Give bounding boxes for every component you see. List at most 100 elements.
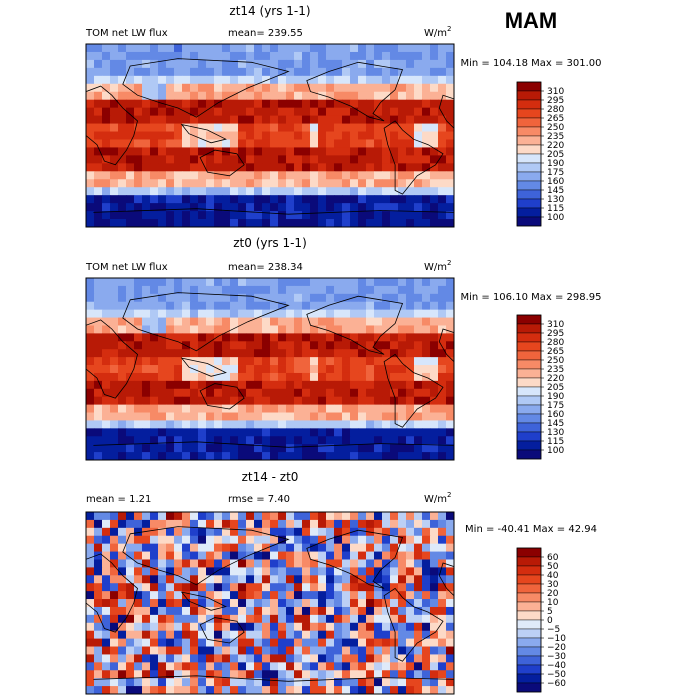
map-cell <box>414 670 423 679</box>
map-cell <box>334 325 343 334</box>
map-cell <box>398 380 407 390</box>
map-cell <box>86 372 95 382</box>
map-cell <box>94 599 103 608</box>
map-cell <box>278 317 287 326</box>
map-cell <box>190 591 199 600</box>
map-cell <box>94 420 103 429</box>
map-cell <box>390 559 399 568</box>
coastline <box>306 295 404 355</box>
map-cell <box>334 535 343 545</box>
map-cell <box>174 195 183 204</box>
map-cell <box>198 333 207 342</box>
map-cell <box>166 285 175 295</box>
map-cell <box>206 646 215 655</box>
map-cell <box>286 115 295 124</box>
map-cell <box>134 301 143 311</box>
map-cell <box>110 444 119 453</box>
map-cell <box>350 662 359 671</box>
map-cell <box>142 211 151 220</box>
map-cell <box>366 372 375 382</box>
map-cell <box>262 396 271 406</box>
map-cell <box>118 567 127 576</box>
map-cell <box>222 678 231 687</box>
map-cell <box>302 147 311 156</box>
map-cell <box>366 349 375 358</box>
map-cell <box>366 436 375 445</box>
map-cell <box>430 380 439 390</box>
map-cell <box>374 301 383 311</box>
map-cell <box>198 670 207 679</box>
map-cell <box>86 325 95 334</box>
map-cell <box>86 512 95 521</box>
map-cell <box>334 654 343 663</box>
map-cell <box>398 670 407 679</box>
map-cell <box>142 646 151 655</box>
map-cell <box>246 278 255 287</box>
map-cell <box>438 301 447 311</box>
map-cell <box>422 420 431 429</box>
map-cell <box>246 654 255 663</box>
map-cell <box>102 686 111 694</box>
map-cell <box>398 83 407 93</box>
map-cell <box>326 301 335 311</box>
map-cell <box>110 219 119 227</box>
map-cell <box>414 654 423 663</box>
map-cell <box>190 155 199 164</box>
map-cell <box>238 678 247 687</box>
map-cell <box>438 179 447 188</box>
map-cell <box>294 436 303 445</box>
map-cell <box>150 638 159 647</box>
map-cell <box>206 333 215 342</box>
map-cell <box>214 512 223 521</box>
map-cell <box>134 357 143 366</box>
map-cell <box>350 404 359 413</box>
map-cell <box>262 107 271 117</box>
map-cell <box>238 99 247 109</box>
map-cell <box>310 285 319 295</box>
map-cell <box>270 357 279 366</box>
map-cell <box>158 147 167 156</box>
map-cell <box>214 638 223 647</box>
map-cell <box>118 654 127 663</box>
map-cell <box>158 357 167 366</box>
map-cell <box>310 67 319 77</box>
colorbar-swatch <box>516 377 542 388</box>
map-cell <box>150 365 159 374</box>
map-cell <box>358 614 367 624</box>
map-cell <box>110 75 119 85</box>
map-cell <box>134 171 143 180</box>
map-cell <box>174 187 183 196</box>
map-cell <box>94 357 103 366</box>
map-cell <box>302 567 311 576</box>
map-cell <box>374 646 383 655</box>
map-cell <box>406 396 415 406</box>
map-cell <box>286 293 295 303</box>
map-cell <box>382 420 391 429</box>
map-cell <box>142 317 151 326</box>
map-cell <box>222 519 231 529</box>
map-cell <box>102 527 111 537</box>
map-cell <box>430 662 439 671</box>
map-cell <box>158 219 167 227</box>
map-cell <box>430 195 439 204</box>
map-cell <box>222 83 231 93</box>
map-cell <box>94 559 103 568</box>
map-cell <box>222 646 231 655</box>
colorbar-swatch <box>516 216 542 227</box>
colorbar-label: 130 <box>547 428 564 438</box>
map-cell <box>374 519 383 529</box>
map-cell <box>254 139 263 148</box>
map-cell <box>358 75 367 85</box>
map-cell <box>174 630 183 640</box>
map-cell <box>342 404 351 413</box>
map-cell <box>110 638 119 647</box>
map-cell <box>422 147 431 156</box>
map-cell <box>446 147 454 156</box>
map-cell <box>414 614 423 624</box>
map-cell <box>102 591 111 600</box>
map-cell <box>246 83 255 93</box>
map-cell <box>390 654 399 663</box>
map-cell <box>278 365 287 374</box>
map-cell <box>318 412 327 421</box>
map-cell <box>206 131 215 140</box>
